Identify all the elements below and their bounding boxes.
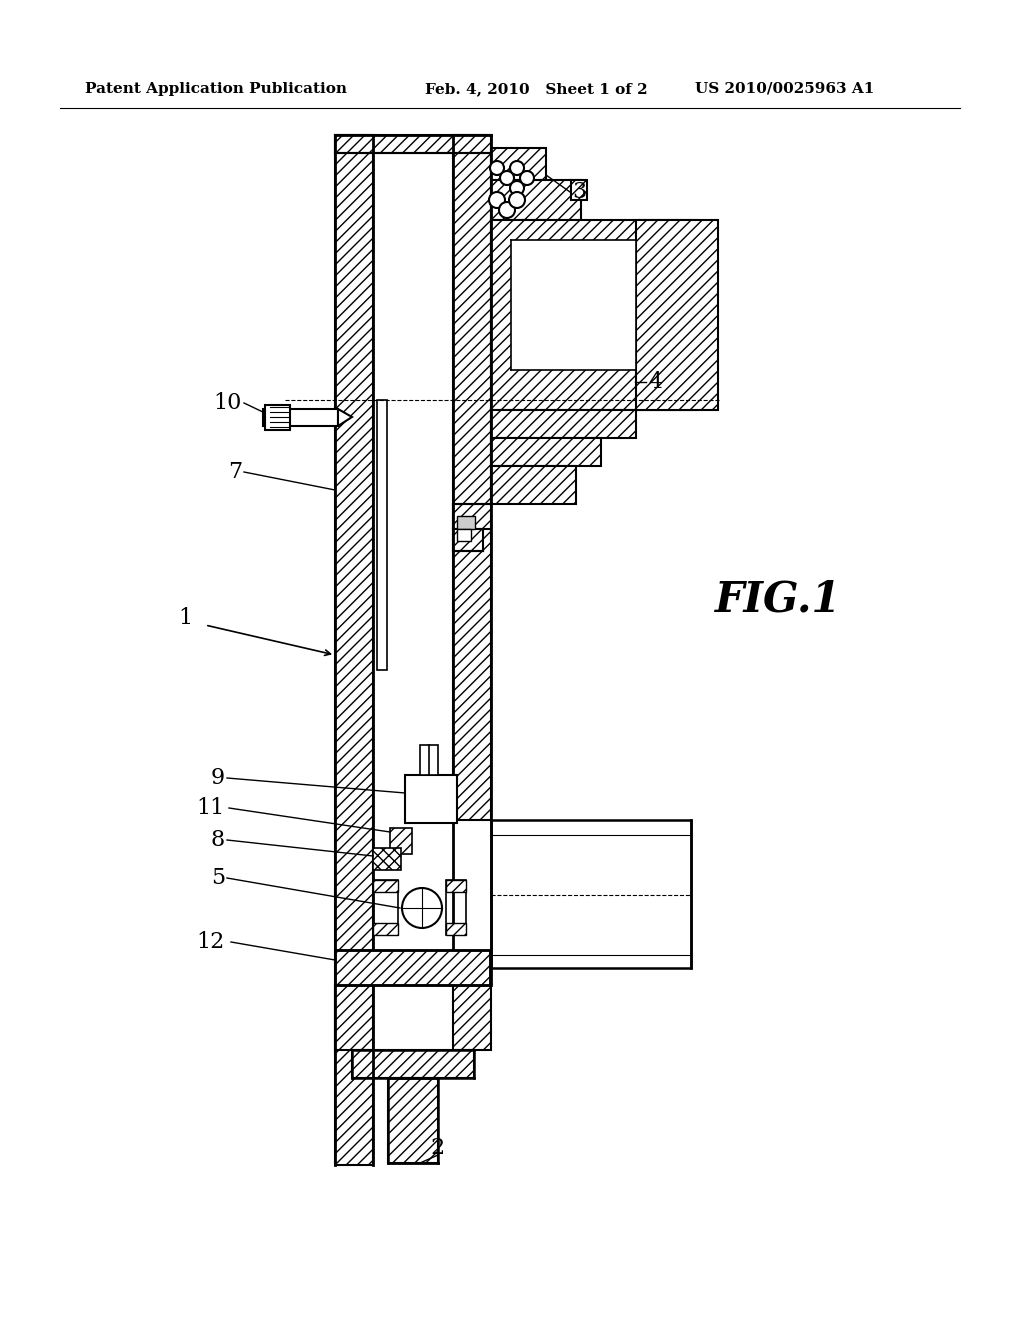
- Bar: [373, 847, 401, 870]
- Bar: [446, 880, 466, 935]
- Bar: [490, 148, 546, 180]
- Bar: [446, 923, 466, 935]
- Bar: [457, 529, 471, 541]
- Circle shape: [520, 172, 534, 185]
- Text: 8: 8: [211, 829, 225, 851]
- Bar: [490, 820, 691, 968]
- Bar: [373, 923, 398, 935]
- Bar: [457, 516, 475, 529]
- Text: Patent Application Publication: Patent Application Publication: [85, 82, 347, 96]
- Circle shape: [509, 191, 525, 209]
- Text: 9: 9: [211, 767, 225, 789]
- Bar: [453, 504, 490, 529]
- Bar: [636, 220, 718, 411]
- Bar: [352, 1049, 474, 1078]
- Text: 10: 10: [214, 392, 242, 414]
- Bar: [511, 240, 636, 370]
- Bar: [265, 405, 290, 430]
- Polygon shape: [338, 409, 352, 426]
- Text: Feb. 4, 2010   Sheet 1 of 2: Feb. 4, 2010 Sheet 1 of 2: [425, 82, 647, 96]
- Bar: [490, 220, 696, 411]
- Bar: [453, 985, 490, 1049]
- Circle shape: [510, 181, 524, 195]
- Text: FIG.1: FIG.1: [715, 579, 842, 620]
- Circle shape: [489, 191, 505, 209]
- Bar: [373, 135, 453, 1166]
- Circle shape: [499, 202, 515, 218]
- Text: 1: 1: [178, 607, 193, 630]
- Text: 2: 2: [431, 1137, 445, 1159]
- Bar: [390, 828, 412, 854]
- Text: 12: 12: [197, 931, 225, 953]
- Text: US 2010/0025963 A1: US 2010/0025963 A1: [695, 82, 874, 96]
- Text: 11: 11: [197, 797, 225, 818]
- Circle shape: [490, 161, 504, 176]
- Bar: [453, 529, 483, 550]
- Bar: [388, 1078, 438, 1163]
- Bar: [420, 744, 438, 775]
- Bar: [446, 880, 466, 892]
- Bar: [335, 985, 373, 1049]
- Text: 5: 5: [211, 867, 225, 888]
- Bar: [490, 466, 575, 504]
- Circle shape: [402, 888, 442, 928]
- Circle shape: [510, 161, 524, 176]
- Text: 4: 4: [648, 371, 663, 393]
- Bar: [335, 950, 490, 985]
- Bar: [490, 411, 636, 438]
- Bar: [406, 775, 457, 822]
- Bar: [490, 180, 581, 220]
- Bar: [453, 135, 490, 820]
- Bar: [335, 135, 373, 1166]
- Text: 7: 7: [228, 461, 242, 483]
- Circle shape: [500, 172, 514, 185]
- Text: 3: 3: [572, 181, 587, 203]
- Bar: [373, 880, 398, 892]
- Bar: [373, 880, 398, 935]
- Bar: [263, 409, 338, 426]
- Bar: [335, 135, 490, 153]
- Bar: [377, 400, 387, 671]
- Bar: [490, 438, 601, 466]
- Bar: [571, 180, 587, 201]
